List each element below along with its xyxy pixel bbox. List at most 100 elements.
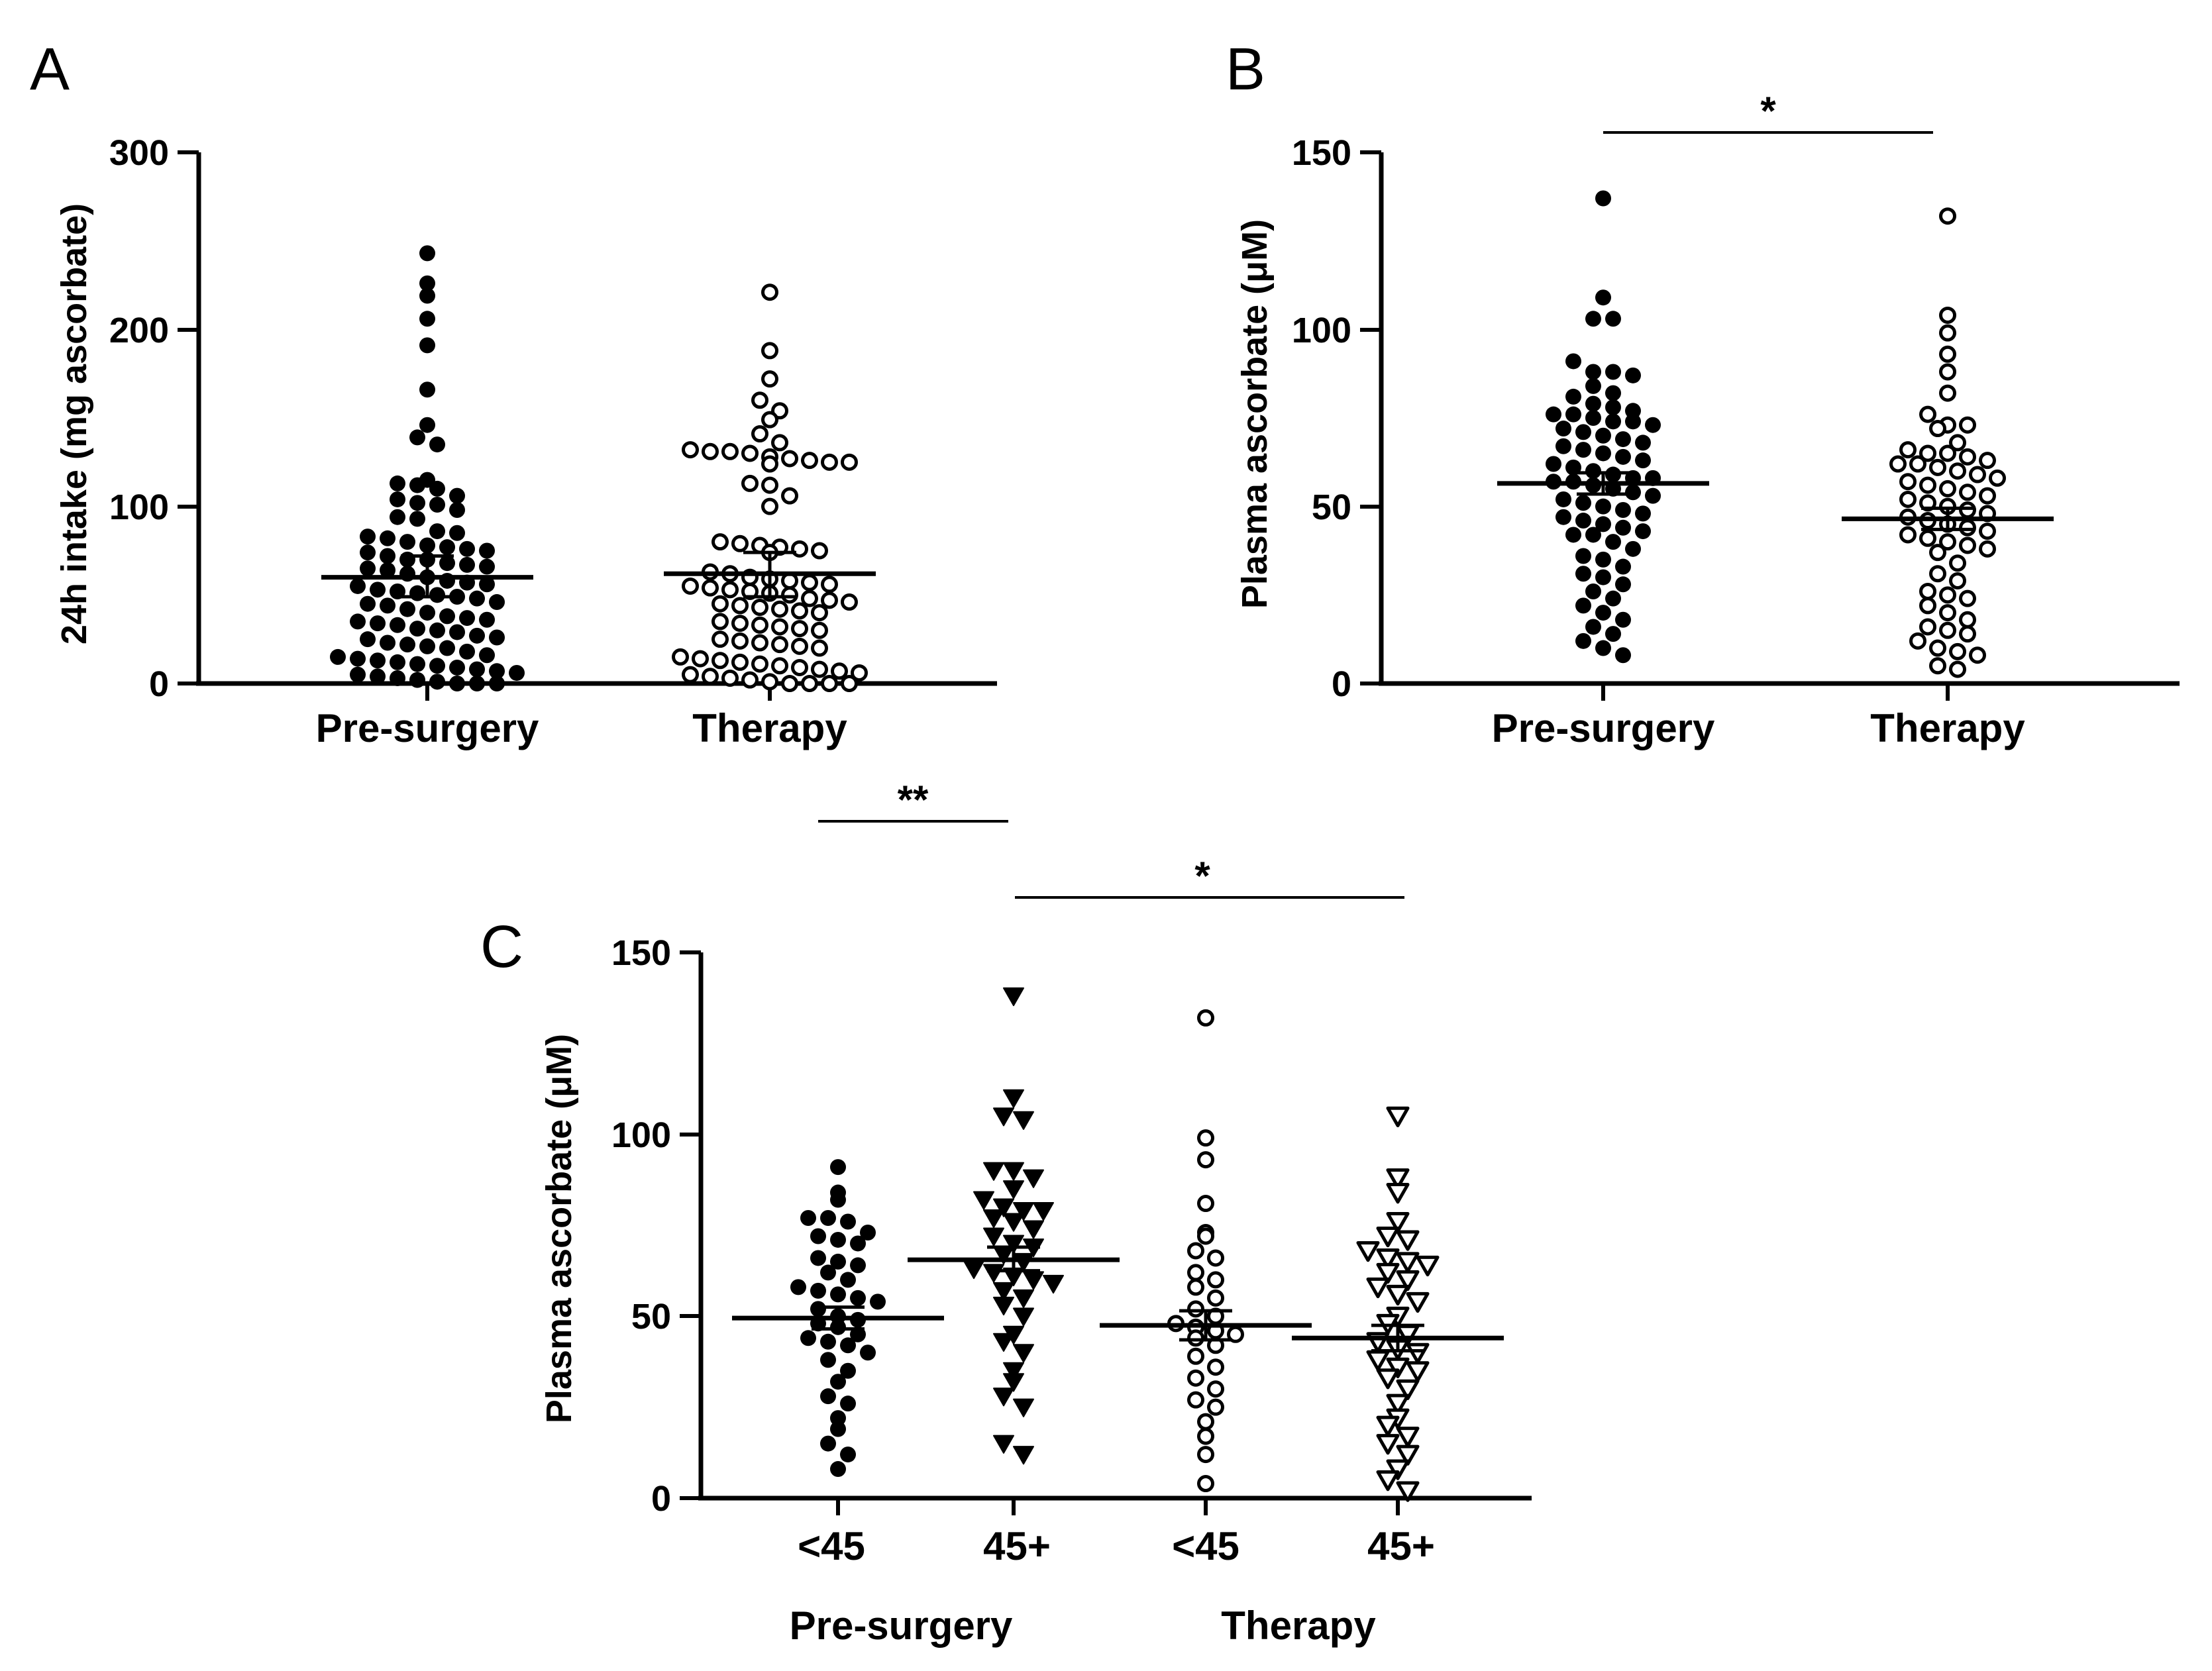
data-point (711, 652, 729, 670)
data-point (1023, 1220, 1044, 1239)
data-point (791, 658, 808, 676)
data-point (399, 534, 415, 550)
data-point (790, 1279, 806, 1295)
data-point (781, 450, 798, 468)
data-point (489, 594, 505, 611)
data-point (993, 1296, 1014, 1316)
data-point (1959, 589, 1976, 607)
panel-c: C Plasma ascorbate (μM) 0 50 100 150 <45… (480, 778, 1532, 1648)
y-axis-label-a: 24h intake (mg ascorbate) (54, 203, 94, 644)
data-point (841, 453, 858, 471)
data-point (993, 1107, 1014, 1127)
data-point (1366, 1350, 1390, 1372)
data-point (731, 597, 749, 615)
data-point (479, 558, 495, 575)
data-point (1207, 1289, 1224, 1307)
data-point (983, 1162, 1004, 1181)
data-point (721, 442, 739, 460)
y-axis-label-b: Plasma ascorbate (μM) (1235, 219, 1275, 609)
data-point (800, 1330, 816, 1346)
data-point (1939, 384, 1956, 402)
data-point (449, 659, 465, 676)
data-point (1575, 566, 1591, 582)
data-point (1959, 448, 1976, 466)
data-point (1396, 1444, 1420, 1466)
data-point (1386, 1459, 1410, 1480)
points-a (321, 245, 876, 692)
data-point (1595, 569, 1611, 585)
data-point (1565, 406, 1581, 423)
data-point (1919, 529, 1936, 547)
data-point (1555, 421, 1571, 437)
data-point (821, 591, 838, 609)
data-point (509, 664, 525, 681)
data-point (330, 648, 346, 665)
data-point (1043, 1274, 1064, 1294)
data-point (1585, 364, 1601, 380)
data-point (1003, 987, 1024, 1007)
data-point (1013, 1446, 1034, 1465)
data-point (1187, 1391, 1204, 1409)
data-point (810, 1228, 826, 1244)
data-point (1919, 444, 1936, 462)
data-point (1899, 441, 1917, 459)
data-point (811, 542, 828, 560)
data-point (1356, 1241, 1380, 1262)
data-point (409, 672, 425, 688)
data-point (459, 643, 475, 660)
data-point (1023, 1271, 1044, 1290)
data-point (1546, 456, 1561, 472)
data-point (1386, 1393, 1410, 1415)
significance-label-b: * (1760, 89, 1776, 133)
data-point (781, 487, 798, 505)
data-point (840, 1337, 856, 1354)
data-point (731, 632, 749, 650)
data-point (399, 636, 415, 653)
data-point (751, 616, 768, 634)
data-point (469, 627, 485, 644)
data-point (1585, 311, 1601, 327)
data-point (1386, 1284, 1410, 1306)
data-point (1575, 548, 1591, 564)
data-point (1003, 1362, 1024, 1381)
data-point (1615, 576, 1631, 593)
data-point (1939, 324, 1956, 342)
data-point (1187, 1329, 1204, 1347)
data-point (721, 581, 739, 599)
data-point (429, 674, 445, 690)
x-category-label-a: Therapy (692, 706, 847, 750)
data-point (409, 656, 425, 672)
y-tick-label-b: 50 (1312, 487, 1351, 527)
data-point (479, 647, 495, 664)
data-point (682, 577, 699, 595)
data-point (1929, 544, 1946, 562)
data-point (830, 1159, 846, 1176)
data-point (399, 551, 415, 568)
x-category-label-c: 45+ (1367, 1524, 1435, 1568)
y-tick-label-c: 100 (611, 1115, 671, 1155)
data-point (1396, 1252, 1420, 1273)
data-point (1635, 523, 1651, 540)
data-point (489, 676, 505, 691)
x-category-label-c: <45 (1172, 1524, 1239, 1568)
data-point (429, 622, 445, 638)
data-point (1635, 505, 1651, 522)
data-point (781, 586, 798, 604)
data-point (1003, 1180, 1024, 1199)
data-point (1949, 462, 1966, 480)
data-point (820, 1352, 836, 1368)
data-point (1585, 395, 1601, 412)
data-point (390, 617, 405, 633)
data-point (761, 370, 778, 388)
data-point (1929, 420, 1946, 438)
data-point (1575, 633, 1591, 649)
data-point (1959, 625, 1976, 643)
data-point (1585, 463, 1601, 480)
data-point (1187, 1347, 1204, 1365)
data-point (469, 590, 485, 607)
data-point (1396, 1270, 1420, 1291)
data-point (810, 1250, 826, 1266)
data-point (1899, 473, 1917, 491)
data-point (830, 1286, 846, 1303)
